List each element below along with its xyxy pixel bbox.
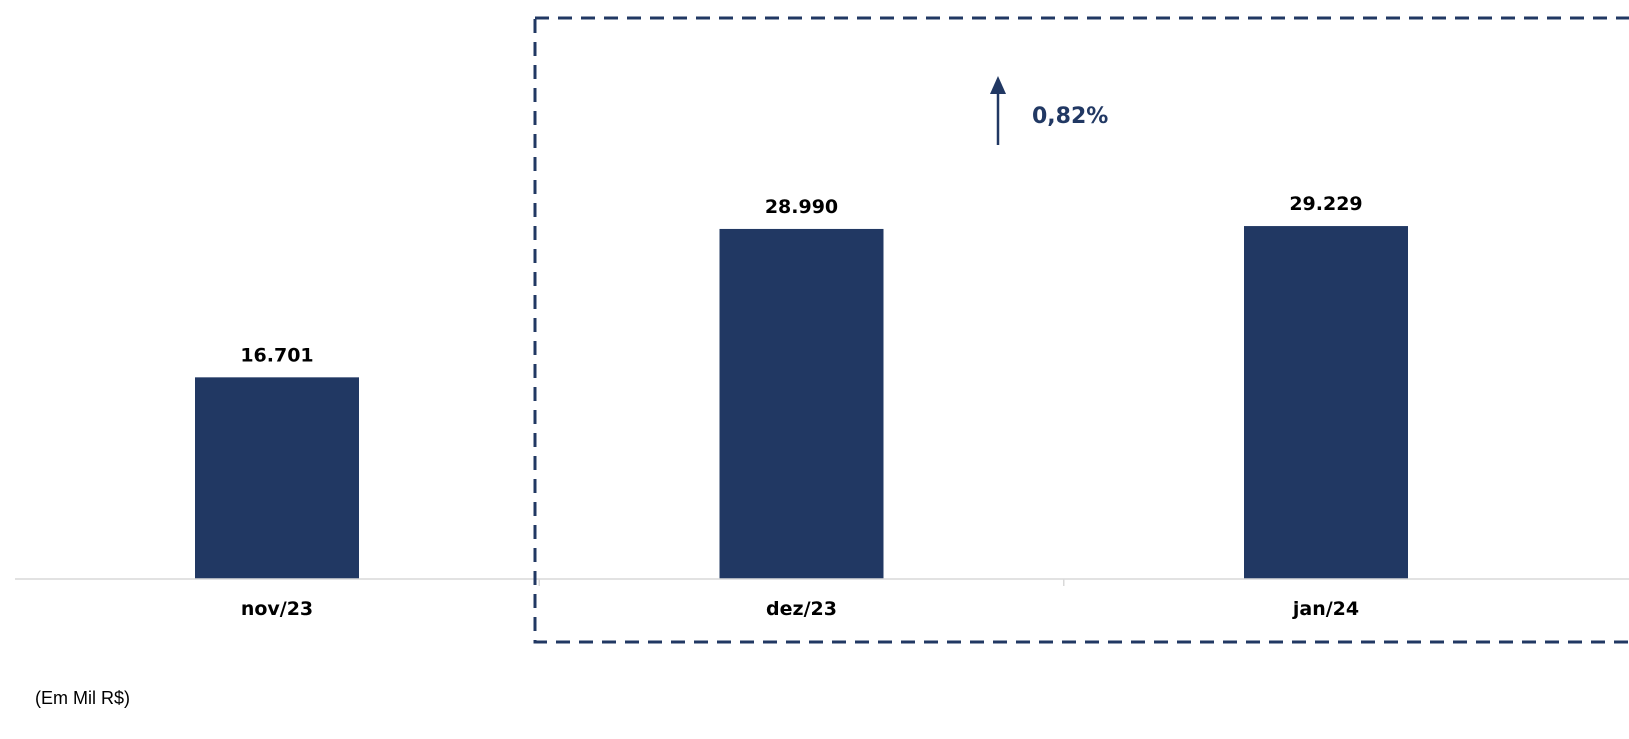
up-arrow-head <box>990 76 1006 94</box>
x-tick-label-nov-23: nov/23 <box>241 598 313 620</box>
bars-layer <box>195 226 1408 580</box>
highlight-box <box>533 16 1629 644</box>
growth-indicator: 0,82% <box>990 76 1108 145</box>
x-tick-label-dez-23: dez/23 <box>766 598 837 620</box>
data-label-jan-24: 29.229 <box>1289 193 1362 215</box>
value-labels: 16.701 28.990 29.229 <box>240 193 1362 366</box>
bar-nov-23 <box>195 377 359 579</box>
bar-dez-23 <box>719 228 884 580</box>
x-axis-tick-labels: nov/23 dez/23 jan/24 <box>241 598 1359 620</box>
x-axis-ticks <box>538 579 1065 586</box>
data-label-nov-23: 16.701 <box>240 344 313 366</box>
data-label-dez-23: 28.990 <box>765 196 838 218</box>
growth-label: 0,82% <box>1032 104 1108 129</box>
x-tick-label-jan-24: jan/24 <box>1292 598 1359 620</box>
bar-jan-24 <box>1244 226 1408 580</box>
unit-note: (Em Mil R$) <box>35 688 130 708</box>
